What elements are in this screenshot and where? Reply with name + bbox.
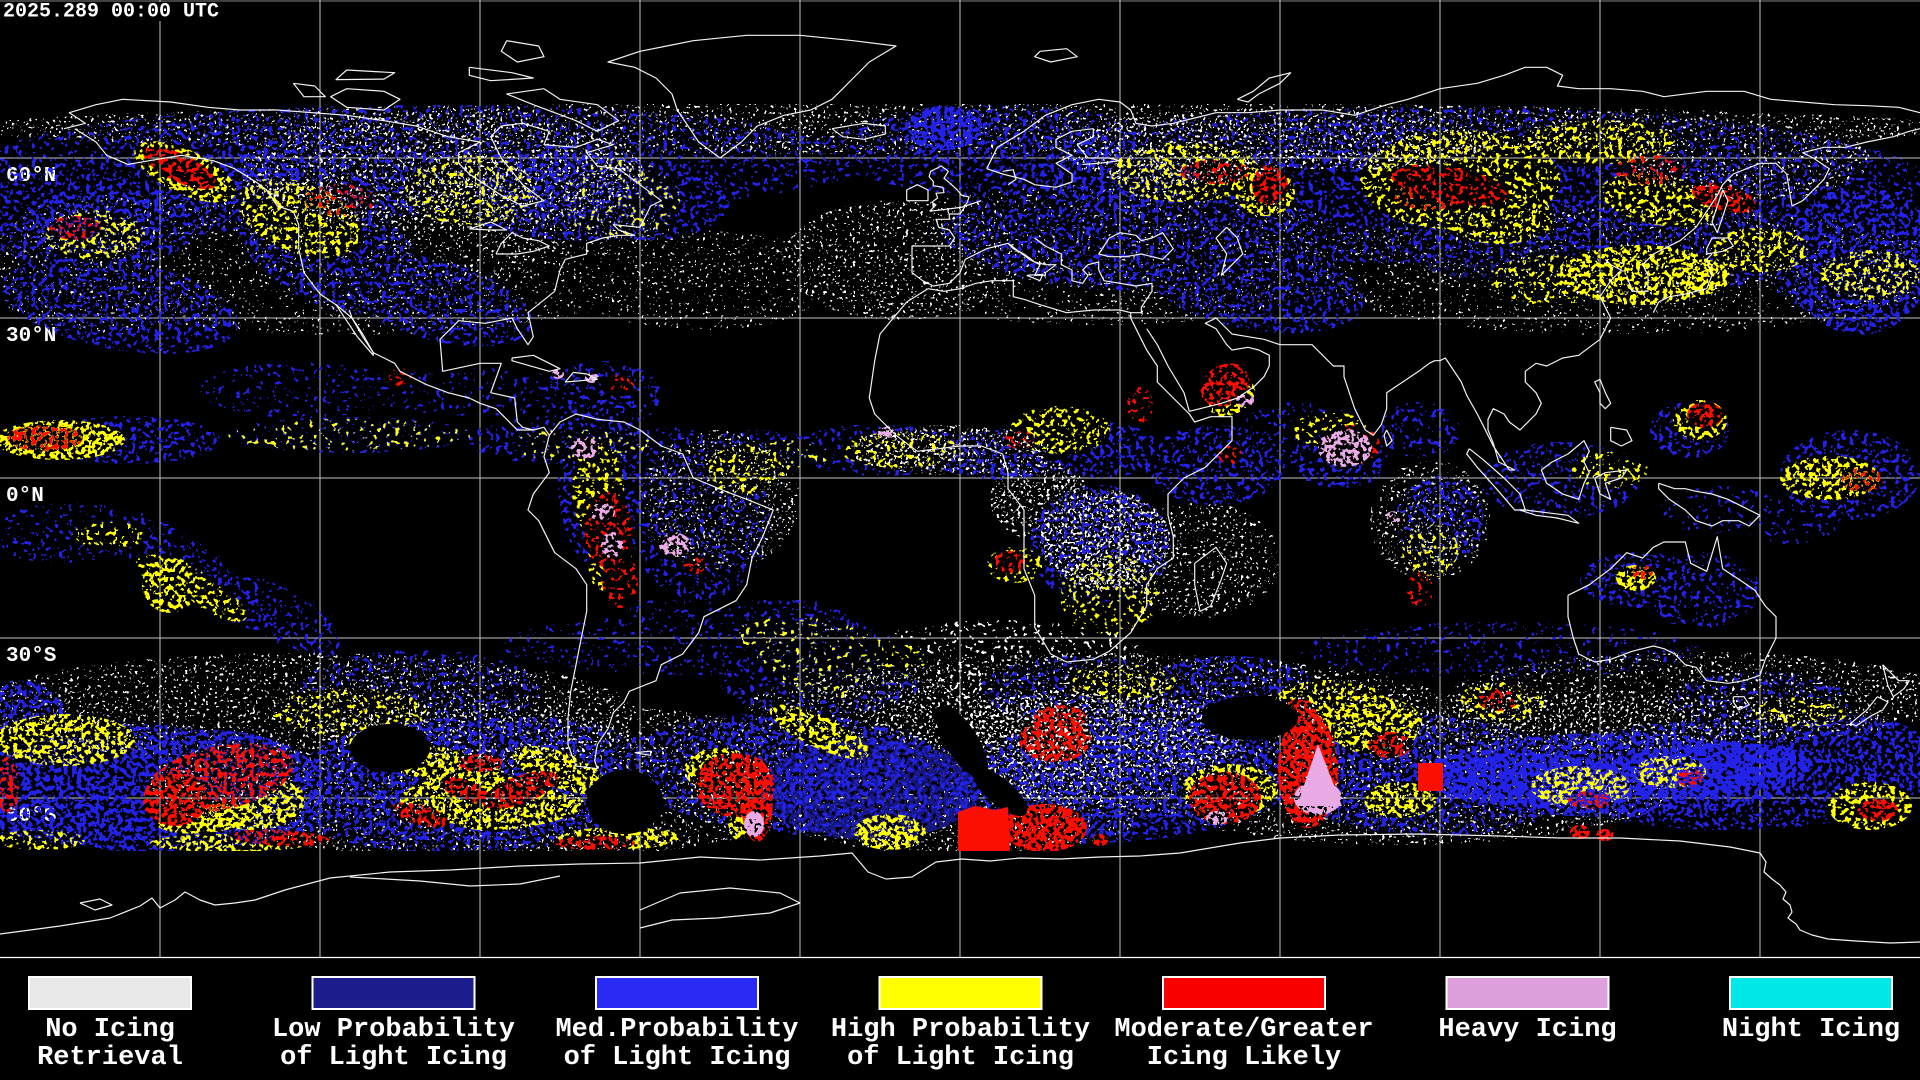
- svg-text:of Light Icing: of Light Icing: [847, 1043, 1074, 1073]
- svg-text:No Icing: No Icing: [45, 1015, 175, 1045]
- svg-text:2025.289 00:00 UTC: 2025.289 00:00 UTC: [3, 1, 219, 24]
- svg-text:0°N: 0°N: [6, 485, 44, 508]
- svg-text:High Probability: High Probability: [831, 1015, 1090, 1045]
- svg-text:Night Icing: Night Icing: [1722, 1015, 1900, 1045]
- svg-text:Moderate/Greater: Moderate/Greater: [1114, 1015, 1373, 1045]
- svg-text:of Light Icing: of Light Icing: [564, 1043, 791, 1073]
- svg-text:Heavy Icing: Heavy Icing: [1438, 1015, 1616, 1045]
- svg-text:Med.Probability: Med.Probability: [555, 1015, 798, 1045]
- svg-text:Retrieval: Retrieval: [37, 1043, 183, 1073]
- svg-text:30°S: 30°S: [6, 645, 56, 668]
- svg-text:Icing Likely: Icing Likely: [1147, 1043, 1341, 1073]
- svg-text:of Light Icing: of Light Icing: [280, 1043, 507, 1073]
- svg-text:30°N: 30°N: [6, 325, 56, 348]
- svg-text:Low Probability: Low Probability: [272, 1015, 515, 1045]
